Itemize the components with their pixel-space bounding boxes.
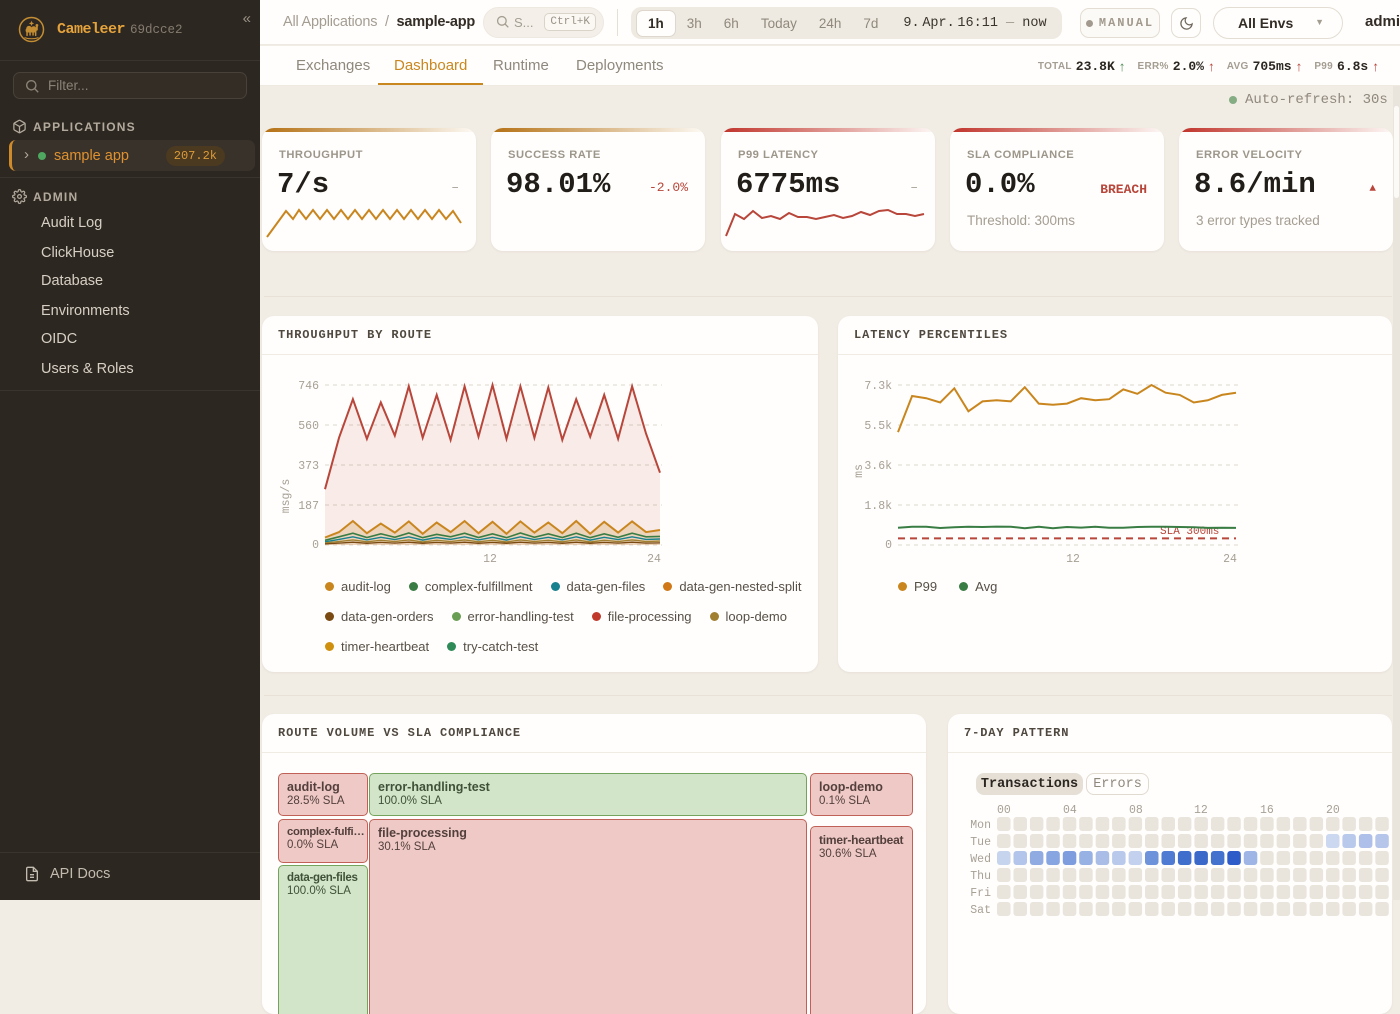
svg-text:12: 12: [1194, 804, 1208, 817]
svg-text:24: 24: [647, 553, 661, 566]
svg-text:20: 20: [1326, 804, 1340, 817]
svg-text:187: 187: [298, 500, 319, 513]
svg-text:SLA 300ms: SLA 300ms: [1160, 526, 1219, 538]
svg-text:04: 04: [1063, 804, 1077, 817]
svg-text:Sat: Sat: [970, 904, 991, 917]
svg-text:5.5k: 5.5k: [864, 420, 892, 433]
svg-text:12: 12: [483, 553, 497, 566]
svg-text:Fri: Fri: [970, 887, 991, 900]
svg-text:746: 746: [298, 380, 319, 393]
svg-text:Tue: Tue: [970, 836, 991, 849]
svg-text:08: 08: [1129, 804, 1143, 817]
svg-text:560: 560: [298, 420, 319, 433]
svg-text:3.6k: 3.6k: [864, 460, 892, 473]
svg-text:24: 24: [1223, 553, 1237, 566]
svg-text:1.8k: 1.8k: [864, 500, 892, 513]
svg-text:0: 0: [312, 539, 319, 552]
svg-text:16: 16: [1260, 804, 1274, 817]
svg-text:0: 0: [885, 539, 892, 552]
svg-text:Wed: Wed: [970, 853, 991, 866]
svg-text:00: 00: [997, 804, 1011, 817]
svg-text:7.3k: 7.3k: [864, 380, 892, 393]
svg-text:msg/s: msg/s: [280, 479, 293, 514]
svg-text:ms: ms: [853, 464, 866, 478]
svg-text:12: 12: [1066, 553, 1080, 566]
svg-text:Mon: Mon: [970, 819, 991, 832]
svg-text:373: 373: [298, 460, 319, 473]
svg-text:Thu: Thu: [970, 870, 991, 883]
